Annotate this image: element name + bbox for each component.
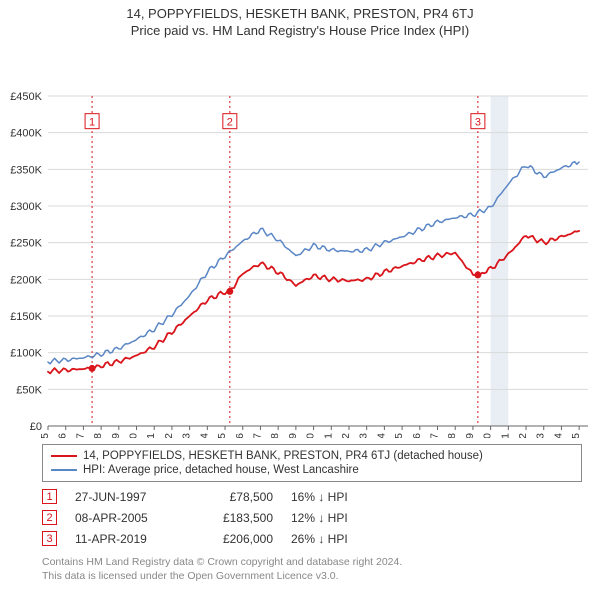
marker-delta: 26% ↓ HPI — [291, 532, 381, 546]
svg-text:2014: 2014 — [375, 433, 387, 438]
svg-text:£450K: £450K — [10, 91, 42, 103]
marker-row: 2 08-APR-2005 £183,500 12% ↓ HPI — [42, 507, 582, 528]
svg-text:1997: 1997 — [74, 433, 86, 438]
svg-text:1: 1 — [89, 117, 95, 129]
svg-text:2024: 2024 — [552, 433, 564, 438]
svg-text:2015: 2015 — [393, 433, 405, 438]
svg-text:2003: 2003 — [181, 433, 193, 438]
svg-text:2020: 2020 — [482, 433, 494, 438]
svg-text:£300K: £300K — [10, 201, 42, 213]
legend-row: HPI: Average price, detached house, West… — [51, 463, 573, 477]
svg-text:£350K: £350K — [10, 164, 42, 176]
legend-swatch — [51, 455, 77, 457]
svg-text:1996: 1996 — [57, 433, 69, 438]
svg-text:2019: 2019 — [464, 433, 476, 438]
marker-row: 1 27-JUN-1997 £78,500 16% ↓ HPI — [42, 486, 582, 507]
svg-text:2002: 2002 — [163, 433, 175, 438]
svg-text:2008: 2008 — [269, 433, 281, 438]
svg-text:£400K: £400K — [10, 128, 42, 140]
svg-text:1995: 1995 — [39, 433, 51, 438]
svg-text:2007: 2007 — [251, 433, 263, 438]
marker-delta: 12% ↓ HPI — [291, 511, 381, 525]
svg-text:2004: 2004 — [198, 433, 210, 438]
svg-text:2023: 2023 — [535, 433, 547, 438]
marker-delta: 16% ↓ HPI — [291, 490, 381, 504]
svg-text:2013: 2013 — [358, 433, 370, 438]
marker-badge: 2 — [42, 510, 57, 525]
marker-badge: 3 — [42, 531, 57, 546]
svg-text:2021: 2021 — [499, 433, 511, 438]
svg-text:£250K: £250K — [10, 238, 42, 250]
attribution: Contains HM Land Registry data © Crown c… — [42, 555, 582, 583]
svg-text:2: 2 — [227, 117, 233, 129]
svg-text:2010: 2010 — [305, 433, 317, 438]
svg-text:£200K: £200K — [10, 274, 42, 286]
svg-text:2017: 2017 — [429, 433, 441, 438]
svg-text:2000: 2000 — [128, 433, 140, 438]
chart-container: 14, POPPYFIELDS, HESKETH BANK, PRESTON, … — [0, 0, 600, 583]
marker-date: 27-JUN-1997 — [75, 490, 175, 504]
svg-text:2006: 2006 — [234, 433, 246, 438]
legend-label: 14, POPPYFIELDS, HESKETH BANK, PRESTON, … — [83, 450, 483, 462]
svg-text:£100K: £100K — [10, 348, 42, 360]
svg-text:2011: 2011 — [322, 433, 334, 438]
svg-text:1998: 1998 — [92, 433, 104, 438]
attribution-line1: Contains HM Land Registry data © Crown c… — [42, 555, 582, 569]
marker-price: £206,000 — [193, 532, 273, 546]
legend-row: 14, POPPYFIELDS, HESKETH BANK, PRESTON, … — [51, 449, 573, 463]
svg-text:3: 3 — [475, 117, 481, 129]
svg-text:2025: 2025 — [570, 433, 582, 438]
marker-badge: 1 — [42, 489, 57, 504]
chart-titles: 14, POPPYFIELDS, HESKETH BANK, PRESTON, … — [0, 0, 600, 38]
svg-text:£150K: £150K — [10, 311, 42, 323]
marker-table: 1 27-JUN-1997 £78,500 16% ↓ HPI 2 08-APR-2005… — [42, 486, 582, 549]
chart-title-line2: Price paid vs. HM Land Registry's House … — [0, 23, 600, 38]
svg-text:2016: 2016 — [411, 433, 423, 438]
marker-price: £78,500 — [193, 490, 273, 504]
svg-text:£0: £0 — [30, 421, 42, 433]
price-chart: £0 £50K £100K £150K £200K £250K £300K £350K £400… — [0, 38, 600, 438]
legend-swatch — [51, 469, 77, 471]
svg-text:2001: 2001 — [145, 433, 157, 438]
svg-text:2022: 2022 — [517, 433, 529, 438]
svg-text:1999: 1999 — [110, 433, 122, 438]
svg-text:£50K: £50K — [16, 384, 42, 396]
chart-title-line1: 14, POPPYFIELDS, HESKETH BANK, PRESTON, … — [0, 6, 600, 21]
legend-label: HPI: Average price, detached house, West… — [83, 464, 359, 476]
marker-price: £183,500 — [193, 511, 273, 525]
svg-text:2005: 2005 — [216, 433, 228, 438]
svg-text:2012: 2012 — [340, 433, 352, 438]
svg-text:2009: 2009 — [287, 433, 299, 438]
marker-date: 11-APR-2019 — [75, 532, 175, 546]
marker-row: 3 11-APR-2019 £206,000 26% ↓ HPI — [42, 528, 582, 549]
svg-text:2018: 2018 — [446, 433, 458, 438]
attribution-line2: This data is licensed under the Open Gov… — [42, 569, 582, 583]
legend: 14, POPPYFIELDS, HESKETH BANK, PRESTON, … — [42, 444, 582, 482]
marker-date: 08-APR-2005 — [75, 511, 175, 525]
